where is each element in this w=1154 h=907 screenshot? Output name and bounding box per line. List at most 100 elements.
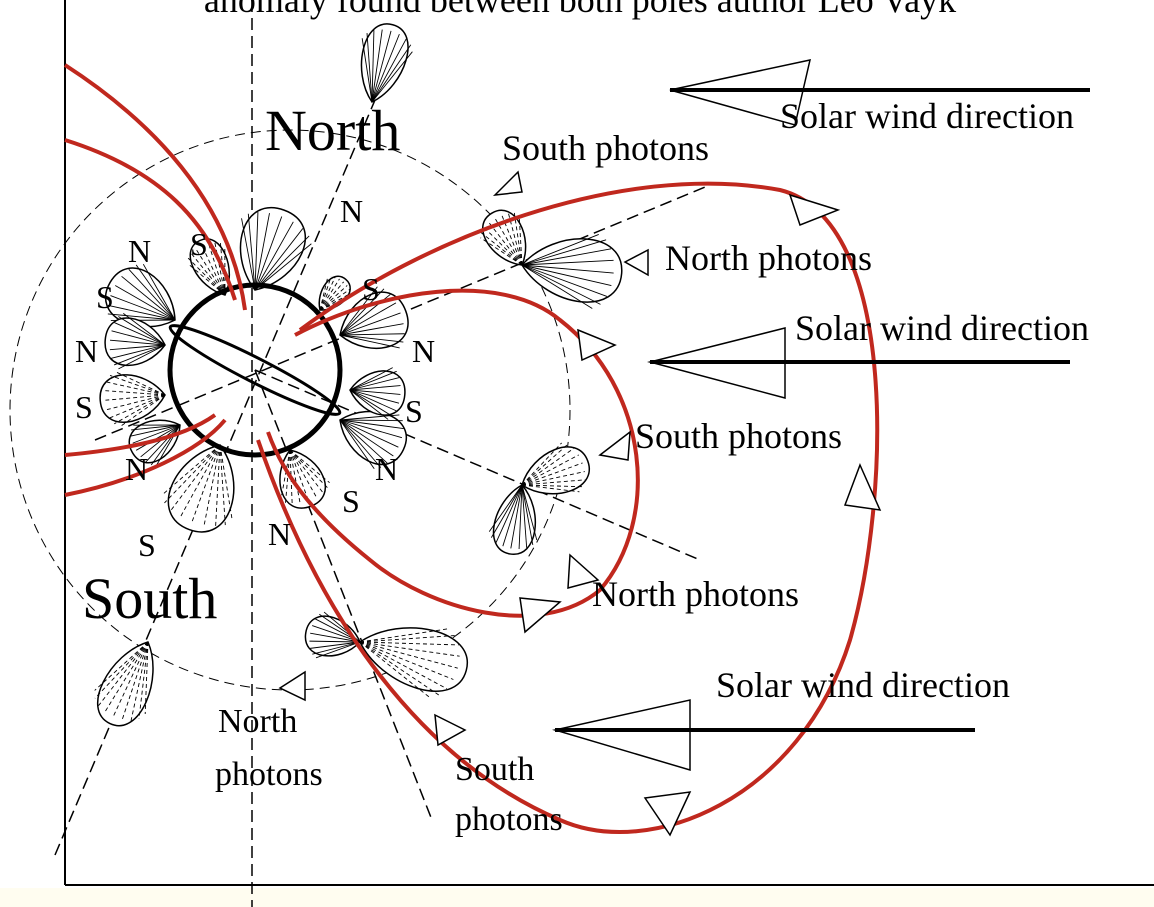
lobe: [359, 627, 469, 698]
pole-letter: N: [340, 193, 363, 229]
lobe-outline: [97, 641, 154, 727]
lobe-ray: [359, 641, 439, 696]
lobe-ray: [371, 33, 400, 103]
triangle: [567, 553, 600, 589]
lobe-ray: [521, 462, 583, 486]
lobe-ray: [254, 243, 312, 291]
pole-label: South: [82, 566, 217, 631]
lobe-ray: [254, 221, 294, 291]
lobe-ray: [144, 641, 149, 714]
lobe-ray: [247, 213, 256, 291]
lobe-ray: [359, 641, 458, 669]
lobe-ray: [109, 394, 166, 419]
lobe-ray: [119, 394, 166, 428]
lobe-ray: [521, 248, 612, 266]
lobe-ray: [289, 449, 324, 494]
pole-letter: N: [125, 451, 148, 487]
lobe-ray: [114, 394, 166, 425]
photon-label: photons: [455, 801, 563, 838]
lobe-ray: [94, 641, 149, 699]
triangle: [434, 713, 467, 747]
lobe-ray: [187, 257, 226, 296]
lobe-ray: [521, 484, 580, 493]
lobe-ray: [190, 252, 226, 296]
bottom-strip: [0, 888, 1154, 907]
lobe-ray: [128, 268, 176, 321]
lobe-ray: [339, 334, 400, 349]
photon-label: South photons: [635, 416, 842, 456]
lobe-ray: [349, 389, 400, 404]
wind-label: Solar wind direction: [716, 665, 1010, 705]
field-line: [64, 138, 237, 301]
lobe-ray: [359, 628, 448, 643]
lobe-ray: [371, 30, 392, 103]
lobe-ray: [366, 33, 373, 103]
lobe-ray: [521, 484, 538, 541]
lobe-ray: [339, 419, 404, 429]
core-ellipse: [168, 324, 342, 416]
lobe-ray: [106, 394, 166, 411]
lobe-ray: [495, 484, 523, 543]
lobe-ray: [109, 339, 166, 346]
field-line: [64, 413, 217, 457]
field-line: [63, 63, 247, 311]
lobe-ray: [109, 375, 166, 396]
lobe-ray: [349, 385, 401, 391]
lobe-ray: [371, 29, 383, 103]
lobe-ray: [162, 444, 221, 496]
lobe-ray: [319, 278, 340, 311]
lobe-ray: [201, 244, 226, 296]
lobe: [94, 641, 154, 727]
triangle: [492, 170, 523, 196]
lobe-ray: [339, 419, 403, 439]
lobe-ray: [289, 449, 293, 505]
lobe-ray: [309, 640, 361, 643]
lobe-ray: [121, 275, 176, 321]
lobe-ray: [488, 484, 523, 532]
pole-letter: N: [75, 333, 98, 369]
lobe-ray: [109, 344, 166, 351]
pole-letter: N: [412, 333, 435, 369]
photon-label: North: [218, 703, 297, 740]
lobe-ray: [289, 449, 330, 484]
lobe-ray: [339, 323, 404, 336]
lobe-ray: [254, 216, 283, 291]
lobe-ray: [254, 235, 310, 291]
lobe-ray: [521, 264, 608, 297]
lobe-ray: [94, 641, 149, 691]
lobe-ray: [521, 264, 593, 309]
lobe-ray: [219, 243, 226, 296]
lobe-ray: [319, 277, 329, 311]
triangle: [623, 248, 649, 277]
lobe-ray: [105, 390, 166, 396]
lobe-ray: [339, 333, 405, 336]
lobe-ray: [118, 316, 166, 346]
title: anomaly found between both poles author …: [204, 0, 956, 20]
axis-line: [54, 99, 376, 856]
lobe-ray: [349, 377, 400, 391]
lobe: [239, 207, 312, 291]
triangle: [643, 791, 692, 837]
photon-label: North photons: [592, 574, 799, 614]
lobe-ray: [339, 419, 399, 448]
lobe-ray: [521, 471, 585, 486]
lobe-ray: [289, 449, 318, 499]
lobe: [104, 313, 166, 370]
pole-letter: N: [128, 233, 151, 269]
pole-label: North: [265, 98, 400, 163]
lobe-ray: [310, 641, 361, 649]
lobe-ray: [110, 295, 176, 321]
lobe: [360, 23, 413, 103]
lobe-ray: [107, 313, 176, 321]
lobe-ray: [487, 221, 523, 266]
field-line: [64, 418, 227, 497]
lobe-ray: [133, 424, 181, 426]
lobe-ray: [502, 484, 523, 547]
triangle: [598, 430, 631, 461]
lobe-ray: [339, 286, 378, 336]
lobe-ray: [359, 641, 448, 690]
lobe-ray: [359, 641, 460, 657]
lobe-ray: [349, 389, 401, 395]
lobe-outline: [349, 370, 406, 416]
lobe-ray: [521, 454, 579, 486]
